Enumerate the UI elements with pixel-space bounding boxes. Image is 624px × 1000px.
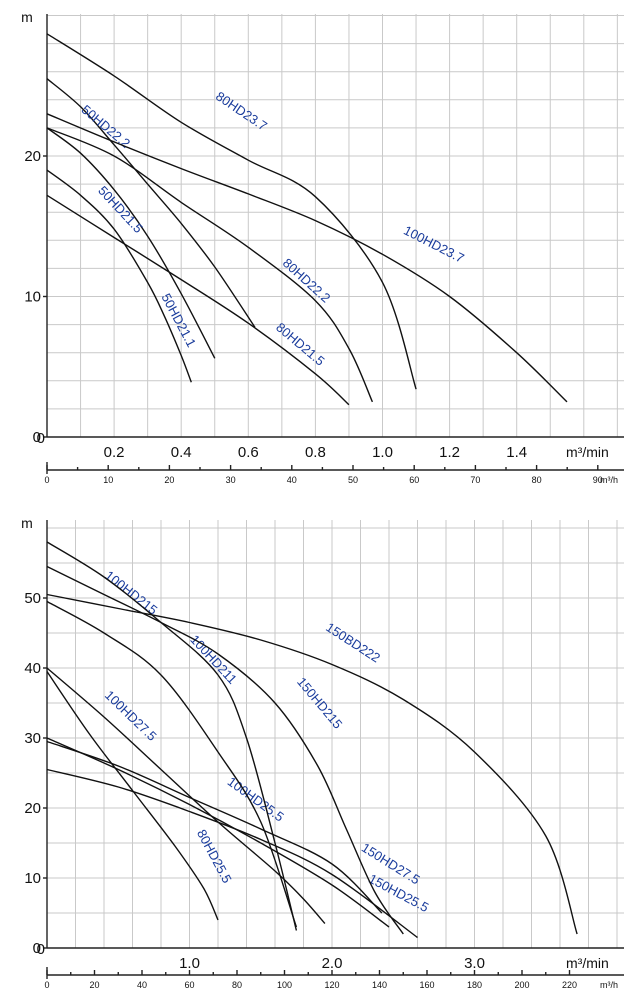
y-tick-label: 20 (24, 800, 41, 817)
x2-tick-label: 20 (89, 980, 99, 990)
x2-tick-label: 30 (226, 475, 236, 485)
series-label: 80HD23.7 (213, 88, 270, 133)
series-line (46, 127, 374, 403)
x2-tick-label: 40 (287, 475, 297, 485)
x2-tick-label: 40 (137, 980, 147, 990)
y-axis-label: m (21, 515, 33, 531)
x2-tick-label: 140 (372, 980, 387, 990)
x2-tick-label: 80 (532, 475, 542, 485)
series-label: 80HD22.2 (280, 255, 334, 305)
x-axis-label: m³/min (566, 955, 609, 971)
x2-tick-label: 10 (103, 475, 113, 485)
y-tick-label: 10 (24, 289, 41, 306)
x2-tick-label: 180 (467, 980, 482, 990)
series-line (46, 593, 578, 935)
series-line (46, 740, 383, 914)
series-label: 100HD215 (102, 568, 160, 618)
x-axis-label: m³/min (566, 444, 609, 460)
x-tick-label: 1.2 (439, 444, 460, 461)
series-label: 50HD21.1 (158, 291, 199, 350)
y-tick-label: 20 (24, 148, 41, 165)
series-line (46, 541, 298, 931)
upper-pump-chart: 0 10 20 m 0 0.2 0.4 0.6 0.8 1.0 1.2 1.4 m³/min 0 10 20 3… (21, 9, 624, 485)
x2-tick-label: 0 (44, 475, 49, 485)
series-line (46, 113, 568, 403)
x2-axis-label: m³/h (600, 475, 618, 485)
series-label: 80HD25.5 (194, 827, 235, 886)
x2-axis-label: m³/h (600, 980, 618, 990)
series-line (46, 600, 298, 928)
grid (47, 520, 624, 948)
y-tick-label: 0 (33, 940, 41, 957)
x-tick-label: 0 (37, 430, 45, 447)
x2-tick-label: 20 (164, 475, 174, 485)
x2-tick-label: 50 (348, 475, 358, 485)
y-tick-label: 10 (24, 870, 41, 887)
y-tick-label: 30 (24, 730, 41, 747)
x-tick-label: 0.2 (104, 444, 125, 461)
x-tick-label: 1.4 (506, 444, 527, 461)
x2-tick-label: 70 (470, 475, 480, 485)
x2-tick-label: 120 (324, 980, 339, 990)
x-tick-label: 0.8 (305, 444, 326, 461)
x2-tick-label: 90 (593, 475, 603, 485)
x2-tick-label: 220 (562, 980, 577, 990)
series-label: 100HD27.5 (102, 687, 160, 743)
series-line (46, 768, 418, 939)
x2-tick-label: 100 (277, 980, 292, 990)
x-tick-label: 0 (37, 941, 45, 958)
series-line (46, 565, 404, 935)
series-line (46, 671, 219, 921)
y-tick-label: 0 (33, 429, 41, 446)
series-label: 100HD23.7 (401, 223, 466, 266)
x2-tick-label: 200 (514, 980, 529, 990)
x-tick-label: 0.6 (238, 444, 259, 461)
series-line (46, 127, 216, 359)
x-tick-label: 1.0 (179, 955, 200, 972)
x2-tick-label: 80 (232, 980, 242, 990)
series-line (46, 194, 350, 406)
x-tick-label: 3.0 (464, 955, 485, 972)
x-tick-label: 0.4 (171, 444, 192, 461)
lower-pump-chart: 0 10 20 30 40 50 m 0 1.0 2.0 3.0 m³/min 0 20 40 60 80 100… (21, 515, 624, 990)
series-line (46, 169, 192, 383)
y-axis-label: m (21, 9, 33, 25)
series-label: 50HD21.5 (95, 183, 146, 236)
series-line (46, 737, 390, 928)
x2-tick-label: 160 (419, 980, 434, 990)
series-line (46, 33, 417, 390)
x-tick-label: 2.0 (322, 955, 343, 972)
y-tick-label: 40 (24, 660, 41, 677)
x2-tick-label: 0 (44, 980, 49, 990)
series-line (46, 78, 256, 328)
grid (47, 14, 624, 437)
x2-tick-label: 60 (409, 475, 419, 485)
x2-tick-label: 60 (184, 980, 194, 990)
y-tick-label: 50 (24, 590, 41, 607)
x-tick-label: 1.0 (372, 444, 393, 461)
